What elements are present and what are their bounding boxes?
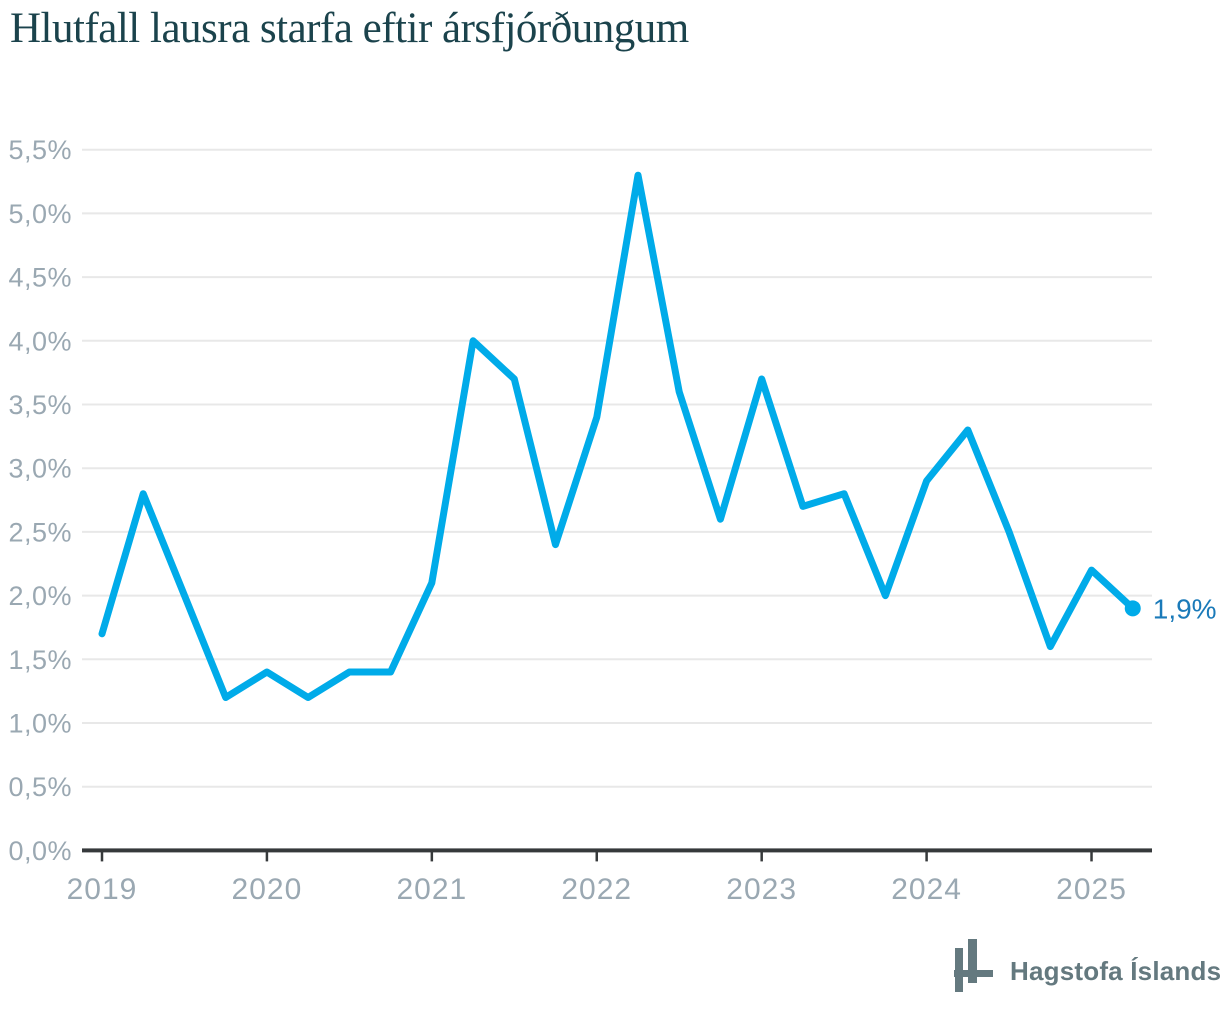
x-tick (265, 850, 269, 862)
x-axis-line (82, 848, 1152, 853)
x-tick (430, 850, 434, 862)
y-axis-labels: 0,0% 0,5% 1,0% 1,5% 2,0% 2,5% 3,0% 3,5% 4,0% 4,5%… (8, 135, 72, 866)
x-tick-label: 2025 (1056, 873, 1127, 906)
hagstofa-logo: Hagstofa Íslands (948, 932, 1220, 1002)
y-tick-label: 4,5% (8, 263, 72, 293)
series-end-dot (1124, 600, 1141, 617)
y-tick-label: 3,5% (8, 390, 72, 420)
x-tick (595, 850, 599, 862)
x-tick (1090, 850, 1093, 862)
logo-bar-right-icon (968, 939, 977, 983)
y-tick-label: 0,5% (8, 772, 72, 802)
x-tick-label: 2023 (726, 873, 797, 906)
x-tick-label: 2021 (396, 873, 467, 906)
x-tick-label: 2019 (67, 873, 138, 906)
y-tick-label: 2,0% (8, 581, 72, 611)
logo-crossbar-icon (954, 970, 993, 977)
x-tick-label: 2022 (561, 873, 632, 906)
x-tick-label: 2024 (891, 873, 962, 906)
logo-text: Hagstofa Íslands (1010, 956, 1220, 986)
x-axis (82, 848, 1152, 862)
y-tick-label: 2,5% (8, 517, 72, 547)
y-tick-label: 1,0% (8, 709, 72, 739)
y-tick-label: 4,0% (8, 326, 72, 356)
x-tick-label: 2020 (232, 873, 303, 906)
y-tick-label: 0,0% (8, 836, 72, 866)
y-tick-label: 1,5% (8, 645, 72, 675)
x-tick (100, 850, 104, 862)
x-tick (925, 850, 928, 862)
series-end-label: 1,9% (1153, 593, 1217, 624)
chart-title: Hlutfall lausra starfa eftir ársfjórðung… (10, 5, 689, 52)
y-tick-label: 5,5% (8, 135, 72, 165)
y-tick-label: 3,0% (8, 454, 72, 484)
x-axis-labels: 2019 2020 2021 2022 2023 2024 2025 (67, 873, 1127, 906)
gridlines (82, 148, 1152, 788)
x-tick (760, 850, 763, 862)
series-line (98, 171, 1137, 701)
y-tick-label: 5,0% (8, 199, 72, 229)
